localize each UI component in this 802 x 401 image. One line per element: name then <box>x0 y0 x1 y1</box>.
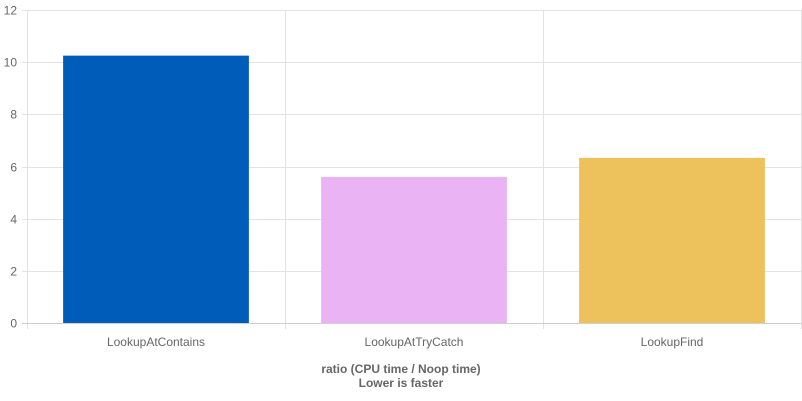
y-tick-label: 10 <box>4 56 18 70</box>
y-tick-label: 0 <box>10 317 17 331</box>
y-tick-label: 6 <box>10 161 17 175</box>
y-tick-label: 4 <box>10 213 17 227</box>
x-axis-label-line-1: ratio (CPU time / Noop time) <box>321 362 480 376</box>
bar-lookupattrycatch <box>321 176 507 323</box>
x-category-labels: LookupAtContains LookupAtTryCatch LookupFi… <box>107 335 703 349</box>
y-tick-labels: 0 2 4 6 8 10 12 <box>4 4 18 331</box>
x-category-label: LookupFind <box>641 335 704 349</box>
x-axis-label: ratio (CPU time / Noop time) Lower is fa… <box>321 362 480 390</box>
y-tick-label: 2 <box>10 265 17 279</box>
bars <box>63 55 765 323</box>
x-category-label: LookupAtTryCatch <box>365 335 464 349</box>
bar-lookupatcontains <box>63 55 249 323</box>
x-axis-label-line-2: Lower is faster <box>359 376 444 390</box>
x-category-label: LookupAtContains <box>107 335 205 349</box>
y-tick-label: 12 <box>4 4 18 18</box>
y-tick-label: 8 <box>10 108 17 122</box>
bar-lookupfind <box>579 157 765 323</box>
